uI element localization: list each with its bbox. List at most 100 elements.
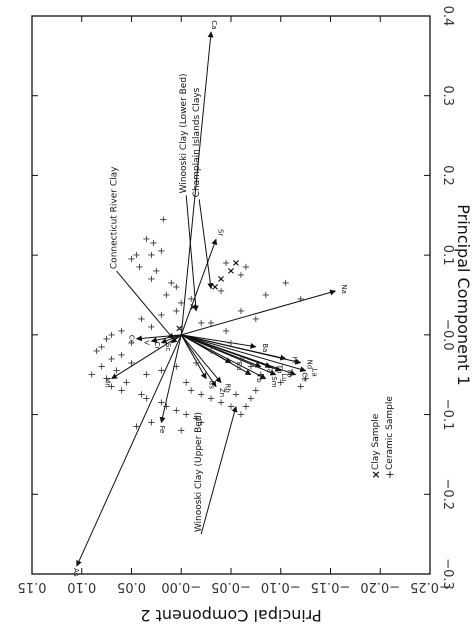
ceramic-sample-point: + <box>197 418 205 429</box>
loading-vector-la <box>181 334 307 373</box>
pc2-tick-label: −0.05 <box>211 579 251 594</box>
ceramic-sample-point: + <box>172 306 180 317</box>
annotation-label: Winooski Clay (Lower Bed) <box>179 73 189 193</box>
ceramic-sample-point: + <box>107 330 115 341</box>
loading-vector-rb <box>180 334 222 384</box>
ceramic-sample-point: + <box>237 270 245 281</box>
ceramic-sample-point: + <box>132 250 140 261</box>
loading-vector-ba <box>181 334 257 349</box>
pc1-tick-label: 0.3 <box>440 85 455 106</box>
vector-label: Sr <box>216 229 224 236</box>
annotation-arrow <box>200 406 238 535</box>
ceramic-sample-point: + <box>167 278 175 289</box>
loading-vector-yb <box>181 334 252 376</box>
y-axis-label: Principal Component 2 <box>140 606 321 625</box>
annotation-label: Winooski Clay (Upper Bed) <box>194 412 204 532</box>
vector-label: As <box>72 568 80 577</box>
ceramic-sample-point: + <box>162 402 170 413</box>
vector-label: Ce <box>300 372 308 381</box>
loading-vector-na <box>181 289 337 336</box>
pc1-tick-label: 0.4 <box>440 6 455 27</box>
pc1-tick-label: −0.0 <box>440 319 455 351</box>
legend-clay-label: Clay Sample <box>371 413 381 470</box>
vector-label: Cs <box>208 381 216 390</box>
ceramic-sample-point: + <box>157 366 165 377</box>
annotation-label: Connecticut River Clay <box>110 166 120 269</box>
ceramic-sample-point: + <box>92 346 100 357</box>
ceramic-sample-point: + <box>207 394 215 405</box>
vector-label: Zn <box>218 388 226 397</box>
vector-label: Lu <box>280 373 288 381</box>
ceramic-sample-point: + <box>162 290 170 301</box>
ceramic-sample-point: + <box>172 362 180 373</box>
x-axis-label: Principal Component 1 <box>454 204 473 385</box>
pc2-tick-label: 0.05 <box>117 579 146 594</box>
ceramic-sample-point: + <box>262 290 270 301</box>
ceramic-sample-point: + <box>157 398 165 409</box>
ceramic-sample-point: + <box>147 322 155 333</box>
legend-ceramic-marker: + <box>385 468 394 481</box>
vector-label: Mn <box>104 377 112 387</box>
ceramic-sample-point: + <box>172 282 180 293</box>
loading-vector-zn <box>180 334 217 388</box>
plot-frame <box>31 15 431 575</box>
ceramic-sample-point: + <box>132 422 140 433</box>
vector-label: Sc <box>164 343 172 351</box>
ceramic-sample-point: + <box>242 262 250 273</box>
ceramic-sample-point: + <box>88 370 96 381</box>
pc1-tick-label: −0.3 <box>440 558 455 590</box>
annotation-arrow <box>185 195 199 312</box>
ceramic-sample-point: + <box>117 386 125 397</box>
ceramic-sample-point: + <box>122 378 130 389</box>
ceramic-sample-point: + <box>296 382 304 393</box>
ceramic-sample-point: + <box>157 310 165 321</box>
ceramic-sample-point: + <box>127 358 135 369</box>
ceramic-sample-point: + <box>97 342 105 353</box>
ceramic-sample-point: + <box>192 358 200 369</box>
vector-label: La <box>310 369 318 377</box>
loading-vector-fe <box>159 334 182 424</box>
ceramic-sample-point: + <box>207 318 215 329</box>
pc1-tick-label: −0.1 <box>440 399 455 431</box>
pc2-tick-label: −0.00 <box>161 579 201 594</box>
loading-vector-sm <box>181 334 267 380</box>
ceramic-sample-point: + <box>142 234 150 245</box>
ceramic-sample-point: + <box>152 266 160 277</box>
legend-clay-marker: × <box>371 468 380 481</box>
ceramic-sample-point: + <box>257 370 265 381</box>
ceramic-sample-point: + <box>287 370 295 381</box>
ceramic-sample-point: + <box>137 314 145 325</box>
vector-label: Eu <box>235 362 243 371</box>
ceramic-sample-point: + <box>137 390 145 401</box>
loading-vector-mn <box>111 334 182 380</box>
pc2-tick-label: −0.15 <box>311 579 351 594</box>
vector-label: Fe <box>158 425 166 433</box>
ceramic-sample-point: + <box>107 382 115 393</box>
ceramic-sample-point: + <box>177 298 185 309</box>
loading-vector-cs <box>180 334 207 380</box>
ceramic-sample-point: + <box>277 378 285 389</box>
vector-label: Yb <box>255 373 263 383</box>
ceramic-sample-point: + <box>117 326 125 337</box>
loading-vector-ca <box>180 31 214 335</box>
vector-label: Sm <box>270 376 278 387</box>
ceramic-sample-point: + <box>147 418 155 429</box>
ceramic-sample-point: + <box>252 386 260 397</box>
pc1-tick-label: 0.1 <box>440 245 455 266</box>
ceramic-sample-point: + <box>177 426 185 437</box>
annotation-label: Champlain Islands Clays <box>192 87 202 197</box>
ceramic-sample-point: + <box>242 402 250 413</box>
ceramic-sample-point: + <box>207 346 215 357</box>
pc2-tick-label: −0.10 <box>261 579 301 594</box>
ceramic-sample-point: + <box>296 294 304 305</box>
ceramic-sample-point: + <box>247 394 255 405</box>
ceramic-sample-point: + <box>172 406 180 417</box>
ceramic-sample-point: + <box>187 386 195 397</box>
clay-sample-point: × <box>175 323 183 334</box>
vector-label: Ta <box>265 365 273 373</box>
ceramic-sample-point: + <box>222 258 230 269</box>
ceramic-sample-point: + <box>187 294 195 305</box>
legend-ceramic-label: Ceramic Sample <box>385 396 395 470</box>
ceramic-sample-point: + <box>127 254 135 265</box>
